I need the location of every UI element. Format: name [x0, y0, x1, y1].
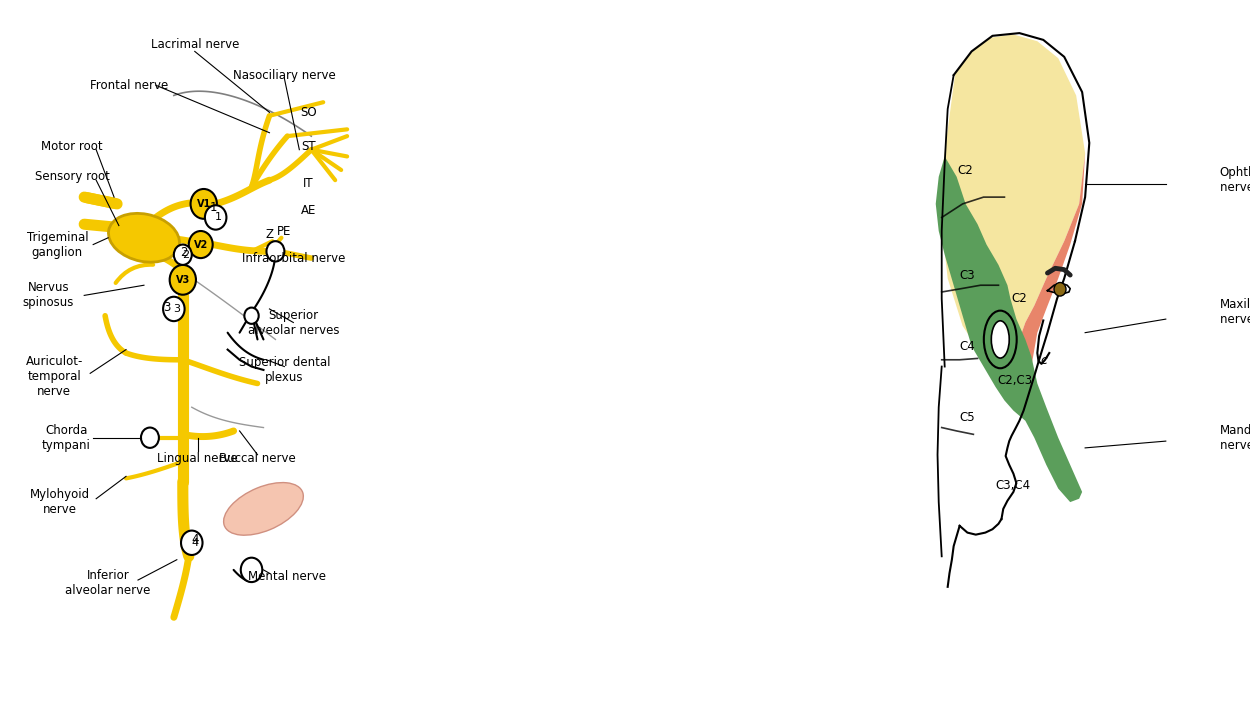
Text: Lacrimal nerve: Lacrimal nerve — [150, 38, 239, 51]
Text: PE: PE — [278, 225, 291, 237]
Text: V2: V2 — [194, 239, 208, 249]
Text: Sensory root: Sensory root — [35, 170, 110, 184]
Text: C2: C2 — [958, 164, 974, 176]
Text: Superior dental
plexus: Superior dental plexus — [239, 356, 330, 384]
Text: IT: IT — [302, 177, 314, 190]
Text: c: c — [1040, 354, 1048, 367]
FancyArrowPatch shape — [116, 265, 154, 283]
Polygon shape — [939, 35, 1085, 373]
Text: 2: 2 — [182, 250, 189, 260]
Polygon shape — [1008, 153, 1085, 404]
Circle shape — [205, 205, 226, 229]
Text: Lingual nerve: Lingual nerve — [158, 452, 238, 465]
Circle shape — [190, 189, 216, 219]
Circle shape — [162, 297, 185, 321]
Ellipse shape — [991, 321, 1009, 358]
Text: C4: C4 — [959, 340, 975, 353]
Text: Chorda
tympani: Chorda tympani — [41, 424, 91, 452]
Ellipse shape — [984, 311, 1016, 369]
Text: Frontal nerve: Frontal nerve — [90, 79, 169, 92]
Text: Maxillary
nerve (V2): Maxillary nerve (V2) — [1220, 299, 1250, 326]
Text: 4: 4 — [191, 538, 199, 548]
Text: Z: Z — [265, 228, 274, 241]
Text: SO: SO — [300, 106, 316, 119]
Polygon shape — [936, 157, 1082, 502]
Text: 1: 1 — [210, 201, 217, 214]
Circle shape — [174, 244, 191, 265]
Circle shape — [181, 531, 203, 555]
Circle shape — [170, 265, 196, 294]
Text: 3: 3 — [162, 301, 170, 314]
Text: ST: ST — [301, 140, 315, 152]
Text: Ophthalmic
nerve (V1): Ophthalmic nerve (V1) — [1220, 166, 1250, 194]
Text: V3: V3 — [176, 275, 190, 285]
Text: 1: 1 — [215, 213, 222, 222]
Text: Buccal nerve: Buccal nerve — [219, 452, 296, 465]
Text: Inferior
alveolar nerve: Inferior alveolar nerve — [65, 570, 151, 597]
Circle shape — [141, 428, 159, 448]
Text: AE: AE — [300, 204, 316, 217]
Circle shape — [266, 241, 285, 261]
Text: C2,C3: C2,C3 — [998, 373, 1032, 387]
Ellipse shape — [224, 483, 304, 535]
Text: Mental nerve: Mental nerve — [249, 570, 326, 583]
Text: C2: C2 — [1011, 292, 1028, 305]
Text: Superior
alveolar nerves: Superior alveolar nerves — [248, 309, 339, 337]
Text: Infraorbital nerve: Infraorbital nerve — [241, 251, 345, 265]
Text: 2: 2 — [180, 246, 188, 259]
Circle shape — [244, 308, 259, 324]
Text: 3: 3 — [174, 304, 180, 314]
Text: C3,C4: C3,C4 — [996, 479, 1031, 491]
Text: Nervus
spinosus: Nervus spinosus — [22, 282, 74, 309]
Ellipse shape — [109, 213, 180, 262]
Text: Auriculot-
temporal
nerve: Auriculot- temporal nerve — [26, 355, 82, 398]
Text: C5: C5 — [959, 411, 975, 424]
Text: Motor root: Motor root — [41, 140, 102, 152]
Text: Nasociliary nerve: Nasociliary nerve — [232, 68, 336, 82]
Text: Mandibular
nerve (V3): Mandibular nerve (V3) — [1220, 424, 1250, 452]
Circle shape — [241, 558, 262, 582]
Text: Trigeminal
ganglion: Trigeminal ganglion — [26, 231, 89, 258]
Text: 4: 4 — [191, 533, 199, 546]
Text: Mylohyoid
nerve: Mylohyoid nerve — [30, 488, 90, 516]
Text: V1: V1 — [196, 199, 211, 209]
Circle shape — [1054, 282, 1066, 296]
Circle shape — [189, 231, 213, 258]
Text: C3: C3 — [959, 268, 975, 282]
